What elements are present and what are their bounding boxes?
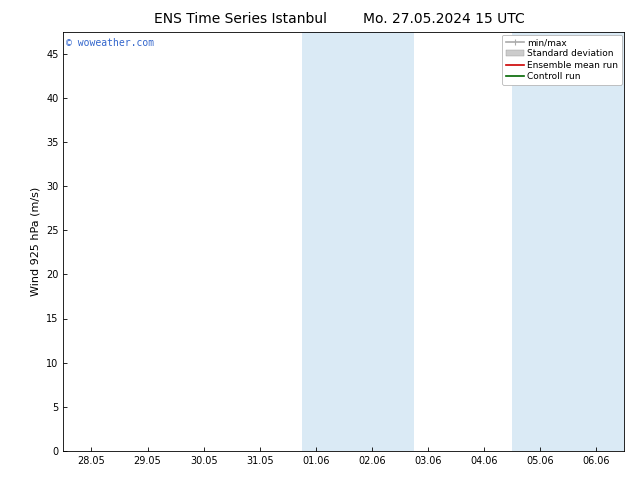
Bar	[302, 32, 414, 451]
Text: © woweather.com: © woweather.com	[66, 38, 154, 48]
Y-axis label: Wind 925 hPa (m/s): Wind 925 hPa (m/s)	[30, 187, 41, 296]
Bar	[512, 32, 624, 451]
Legend: min/max, Standard deviation, Ensemble mean run, Controll run: min/max, Standard deviation, Ensemble me…	[502, 35, 622, 85]
Text: Mo. 27.05.2024 15 UTC: Mo. 27.05.2024 15 UTC	[363, 12, 525, 26]
Text: ENS Time Series Istanbul: ENS Time Series Istanbul	[155, 12, 327, 26]
